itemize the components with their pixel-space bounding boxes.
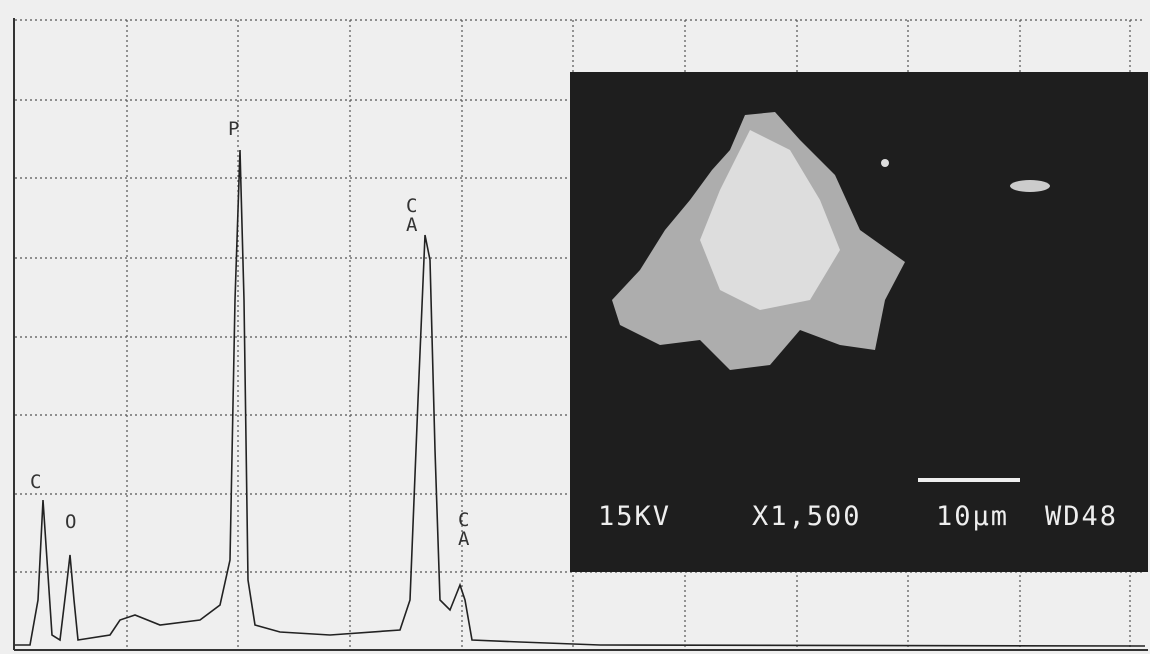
speck <box>881 159 889 167</box>
peak-label: A <box>458 528 470 550</box>
scale-label: 10µm <box>936 501 1009 532</box>
voltage: 15KV <box>598 501 671 532</box>
peak-label: A <box>406 214 418 236</box>
working-distance: WD48 <box>1045 501 1118 532</box>
peak-label: C <box>30 471 41 493</box>
peak-label: P <box>228 118 239 140</box>
figure: COPCACA 15KV X1,500 10µm WD48 <box>0 0 1150 654</box>
peak-label: O <box>65 511 76 533</box>
speck <box>1010 180 1050 192</box>
magnification: X1,500 <box>752 501 862 532</box>
